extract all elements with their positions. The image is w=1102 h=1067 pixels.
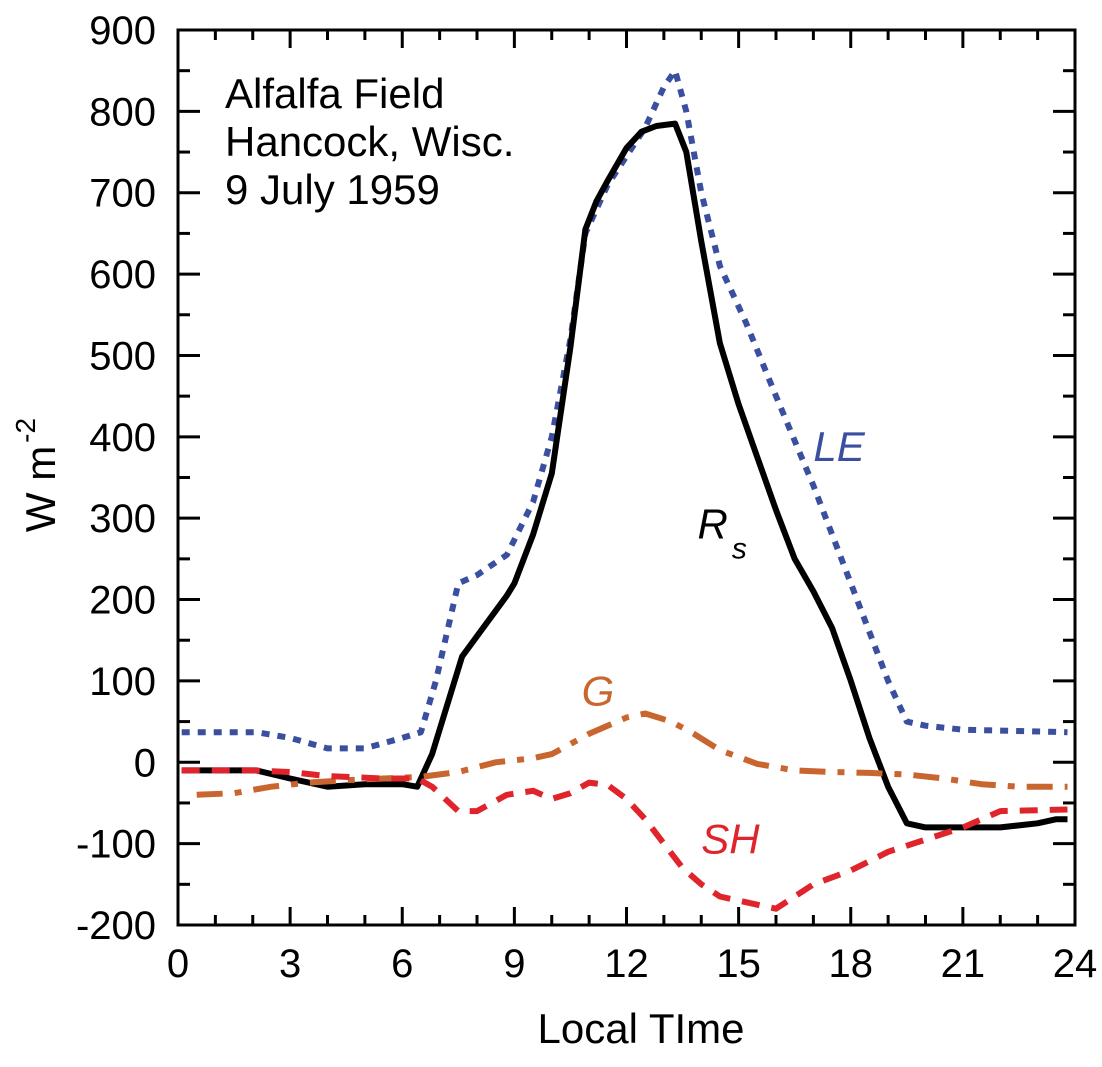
series-line-r [181, 120, 1068, 831]
x-tick-label: 15 [716, 942, 761, 986]
x-tick-label: 6 [391, 942, 413, 986]
y-tick-label: 900 [89, 9, 156, 53]
y-tick-label: 400 [89, 416, 156, 460]
series-line-sh [181, 767, 1068, 912]
y-tick-label: -100 [76, 823, 156, 867]
y-tick-label: 800 [89, 90, 156, 134]
y-tick-label: 200 [89, 579, 156, 623]
y-axis-title-text: W m [17, 446, 64, 532]
y-tick-label: 700 [89, 172, 156, 216]
annotation-text: Alfalfa Field Hancock, Wisc. 9 July 1959 [225, 70, 526, 213]
annotation-line-2: Hancock, Wisc. [225, 118, 514, 165]
label-layer: 0 3 6 9 12 15 18 21 24 -200 -100 0 100 200 300 400 500 60… [76, 9, 1097, 986]
x-tick-label: 0 [167, 942, 189, 986]
series-line-le [181, 67, 1068, 752]
tick-layer [176, 28, 1077, 927]
y-tick-label: 0 [134, 741, 156, 785]
series-label-le: LE [813, 423, 865, 470]
y-axis-title-superscript: -2 [10, 418, 41, 443]
x-tick-label: 9 [503, 942, 525, 986]
x-axis-title: Local TIme [538, 1005, 745, 1052]
series-line-g [196, 710, 1068, 798]
svg-text:W m-2: W m -2 [10, 418, 64, 532]
y-tick-label: -200 [76, 904, 156, 948]
y-tick-label: 600 [89, 253, 156, 297]
y-tick-label: 300 [89, 497, 156, 541]
x-tick-label: 3 [279, 942, 301, 986]
y-axis-title: W m -2 [10, 418, 64, 532]
series-label-g: G [582, 667, 615, 714]
annotation-line-1: Alfalfa Field [225, 70, 444, 117]
y-tick-label: 100 [89, 660, 156, 704]
x-tick-label: 12 [604, 942, 649, 986]
x-tick-label: 24 [1053, 942, 1098, 986]
series-label-sh: SH [701, 815, 760, 862]
annotation-line-3: 9 July 1959 [225, 166, 440, 213]
x-tick-label: 18 [829, 942, 874, 986]
y-tick-label: 500 [89, 334, 156, 378]
series-label-r: Rs [698, 501, 747, 566]
series-layer [181, 67, 1068, 912]
x-tick-label: 21 [941, 942, 986, 986]
